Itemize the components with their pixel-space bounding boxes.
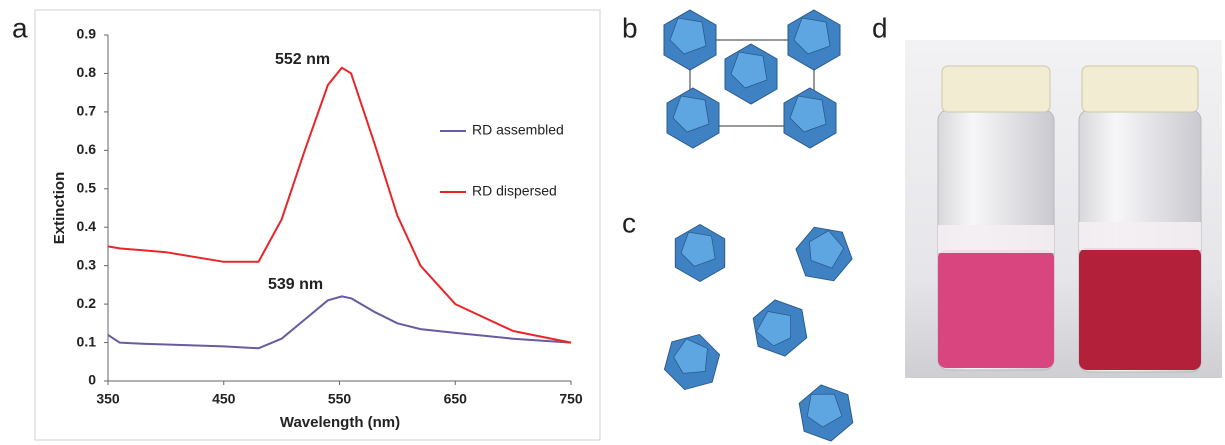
y-tick-label: 0 — [88, 372, 96, 388]
figure: a b c d Extinction Wavelength (nm) 0 0.1 0… — [0, 0, 1225, 445]
y-tick-label: 0.1 — [77, 333, 97, 349]
legend-label: RD dispersed — [472, 183, 557, 199]
dispersed-particles — [661, 216, 861, 445]
vial-photo — [905, 40, 1222, 378]
x-tick-label: 750 — [559, 391, 583, 407]
series-line — [108, 68, 571, 343]
x-axis-title: Wavelength (nm) — [280, 414, 400, 431]
x-tick-label: 650 — [444, 391, 468, 407]
x-tick-label: 550 — [328, 391, 352, 407]
y-tick-label: 0.9 — [77, 26, 97, 42]
assembled-lattice — [664, 10, 840, 148]
y-tick-label: 0.6 — [77, 141, 97, 157]
panel-label: a — [12, 12, 28, 43]
legend-label: RD assembled — [472, 122, 564, 138]
panel-label: b — [622, 12, 638, 43]
y-axis-title: Extinction — [51, 172, 68, 245]
panel-label: c — [622, 207, 636, 238]
y-tick-label: 0.2 — [77, 295, 97, 311]
y-tick-label: 0.7 — [77, 103, 97, 119]
annotation: 539 nm — [268, 276, 323, 293]
y-tick-label: 0.3 — [77, 256, 97, 272]
y-tick-label: 0.8 — [77, 64, 97, 80]
panel-label: d — [872, 12, 888, 43]
annotation: 552 nm — [275, 51, 330, 68]
y-tick-label: 0.5 — [77, 179, 97, 195]
x-tick-label: 350 — [96, 391, 120, 407]
chart-frame — [35, 10, 600, 440]
series-line — [108, 296, 571, 348]
y-tick-label: 0.4 — [77, 218, 97, 234]
x-tick-label: 450 — [212, 391, 236, 407]
